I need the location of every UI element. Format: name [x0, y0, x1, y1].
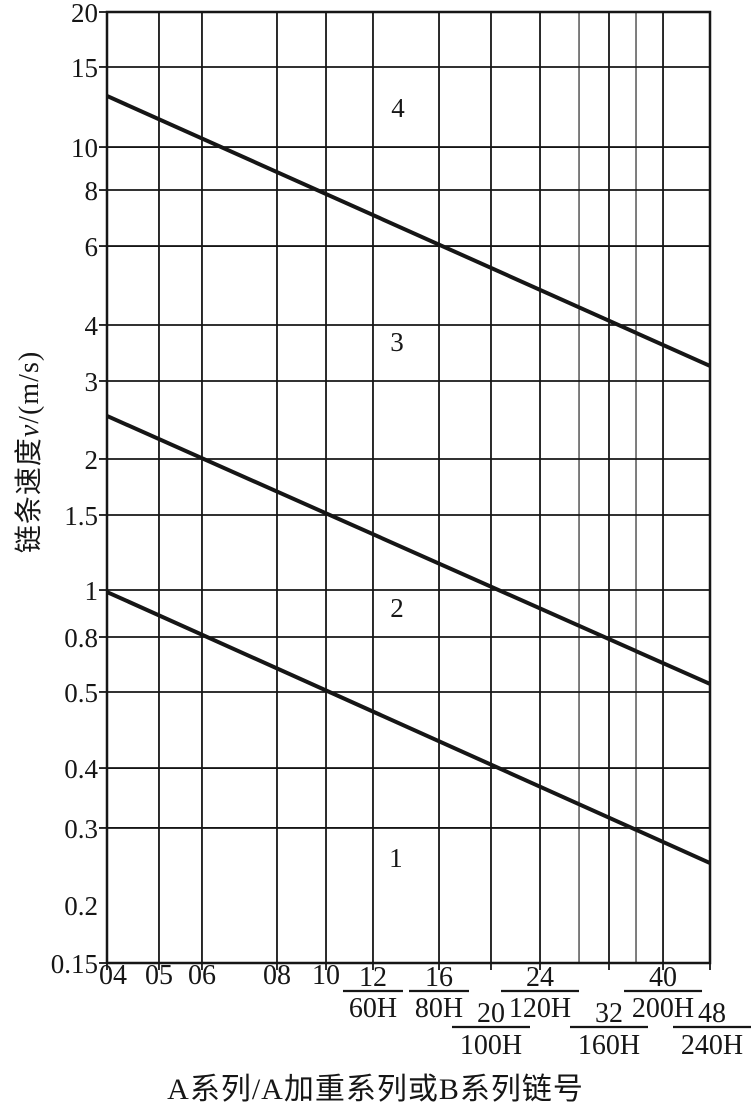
x-tick-label-08: 08 [263, 960, 291, 991]
x-tick-sublabel-80H: 80H [415, 993, 463, 1024]
x-tick-sublabel-100H: 100H [460, 1030, 522, 1061]
y-axis-units: /(m/s) [14, 350, 45, 424]
y-tick-label-8: 8 [85, 176, 99, 206]
y-tick-label-0.15: 0.15 [51, 949, 98, 979]
y-tick-label-1.5: 1.5 [64, 501, 98, 531]
y-tick-label-15: 15 [71, 53, 98, 83]
y-tick-label-3: 3 [85, 367, 99, 397]
y-tick-label-2: 2 [85, 445, 99, 475]
y-tick-label-0.4: 0.4 [64, 754, 98, 784]
y-tick-label-20: 20 [71, 0, 98, 28]
y-tick-label-1: 1 [85, 576, 99, 606]
region-label-4: 4 [391, 93, 405, 123]
x-tick-sublabel-160H: 160H [578, 1030, 640, 1061]
y-tick-label-10: 10 [71, 133, 98, 163]
boundary-line-3-4 [106, 94, 711, 368]
x-tick-label-40: 40 [649, 962, 677, 993]
y-tick-label-0.3: 0.3 [64, 814, 98, 844]
x-tick-label-05: 05 [145, 960, 173, 991]
x-axis-title: A系列/A加重系列或B系列链号 [167, 1073, 584, 1106]
x-tick-sublabel-120H: 120H [509, 993, 571, 1024]
region-label-3: 3 [390, 327, 404, 357]
x-tick-sublabel-60H: 60H [349, 993, 397, 1024]
y-tick-label-0.5: 0.5 [64, 678, 98, 708]
y-axis-title-text: 链条速度 [14, 437, 45, 554]
region-label-2: 2 [390, 593, 404, 623]
y-tick-label-0.8: 0.8 [64, 623, 98, 653]
x-tick-label-06: 06 [188, 960, 216, 991]
y-tick-label-4: 4 [85, 311, 99, 341]
x-tick-label-32: 32 [595, 998, 623, 1029]
x-tick-label-04: 04 [99, 960, 127, 991]
x-tick-label-10: 10 [312, 960, 340, 991]
region-label-1: 1 [389, 843, 403, 873]
y-tick-label-0.2: 0.2 [64, 891, 98, 921]
plot-border [105, 10, 712, 965]
x-tick-label-16: 16 [425, 962, 453, 993]
x-tick-sublabel-200H: 200H [632, 993, 694, 1024]
x-tick-label-48: 48 [698, 998, 726, 1029]
boundary-line-2-3 [106, 414, 711, 686]
x-tick-label-12: 12 [359, 962, 387, 993]
x-tick-label-20: 20 [477, 998, 505, 1029]
y-tick-label-6: 6 [85, 232, 99, 262]
y-axis-variable-symbol: v [14, 423, 45, 438]
x-tick-sublabel-240H: 240H [681, 1030, 743, 1061]
y-axis-title: 链条速度v/(m/s) [7, 351, 47, 553]
x-tick-label-24: 24 [526, 962, 554, 993]
boundary-line-1-2 [106, 590, 711, 865]
